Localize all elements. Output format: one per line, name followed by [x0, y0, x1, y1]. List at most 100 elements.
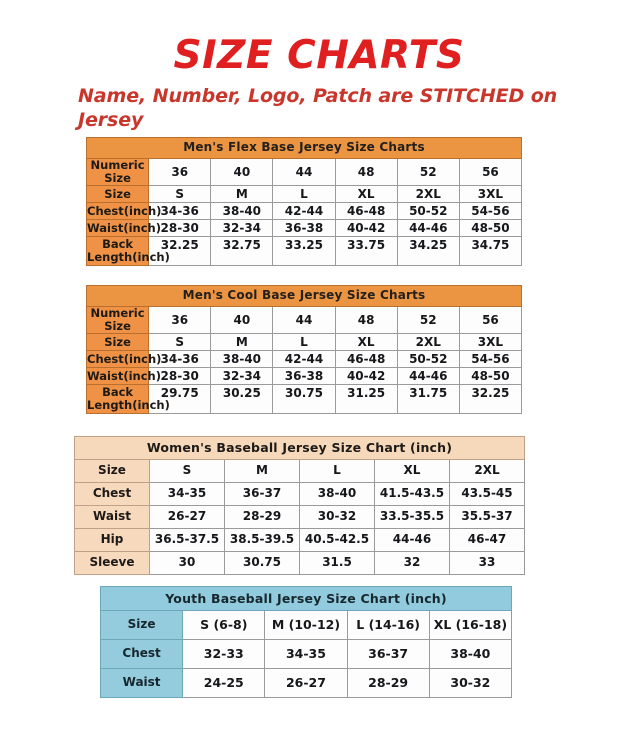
- page-subtitle: Name, Number, Logo, Patch are STITCHED o…: [78, 85, 558, 132]
- cell: L: [299, 459, 375, 483]
- table-row: Chest 32-33 34-35 36-37 38-40: [99, 639, 513, 669]
- cell: 38-40: [210, 350, 274, 369]
- table-title: Men's Cool Base Jersey Size Charts: [86, 285, 522, 307]
- cell: 34.75: [458, 236, 523, 267]
- cell: 3XL: [458, 333, 523, 352]
- cell: 26-27: [149, 505, 225, 529]
- cell: S: [148, 333, 212, 352]
- row-label-waist: Waist: [99, 668, 184, 698]
- cell: 33: [449, 551, 525, 575]
- cell: 30-32: [428, 668, 513, 698]
- cell: 33.75: [334, 236, 398, 267]
- cell: 34-36: [148, 350, 212, 369]
- cell: 2XL: [449, 459, 525, 483]
- cell: 33.5-35.5: [374, 505, 450, 529]
- table-caption-row: Men's Cool Base Jersey Size Charts: [86, 285, 522, 307]
- cell: 50-52: [396, 350, 460, 369]
- row-label-size: Size: [74, 459, 150, 483]
- cell: S: [149, 459, 225, 483]
- cell: 40: [210, 157, 274, 187]
- cell: 44: [272, 305, 336, 335]
- cell: 38.5-39.5: [224, 528, 300, 552]
- cell: 41.5-43.5: [374, 482, 450, 506]
- cell: 36: [148, 305, 212, 335]
- cell: 34-35: [149, 482, 225, 506]
- table-row: Sleeve 30 30.75 31.5 32 33: [74, 551, 525, 575]
- cell: 52: [396, 157, 460, 187]
- cell: 26-27: [264, 668, 348, 698]
- table-mens-flex-base: Men's Flex Base Jersey Size Charts Numer…: [85, 137, 523, 267]
- cell: L (14-16): [346, 610, 430, 640]
- cell: 36-37: [346, 639, 430, 669]
- row-label-chest: Chest(inch): [85, 202, 162, 221]
- cell: 34.25: [396, 236, 460, 267]
- cell: 38-40: [299, 482, 375, 506]
- cell: 30-32: [299, 505, 375, 529]
- row-label-size: Size: [85, 185, 150, 204]
- cell: 38-40: [428, 639, 513, 669]
- cell: 31.25: [334, 384, 398, 415]
- row-label-back-length: Back Length(inch): [85, 384, 170, 415]
- cell: 40.5-42.5: [299, 528, 375, 552]
- cell: 2XL: [396, 185, 460, 204]
- cell: XL: [334, 185, 398, 204]
- cell: M (10-12): [264, 610, 348, 640]
- cell: 50-52: [396, 202, 460, 221]
- cell: 43.5-45: [449, 482, 525, 506]
- cell: 32.25: [148, 236, 212, 267]
- table-row: Waist 24-25 26-27 28-29 30-32: [99, 668, 513, 698]
- table-row: Size S M L XL 2XL: [74, 459, 525, 483]
- table-row: Waist(inch) 28-30 32-34 36-38 40-42 44-4…: [85, 367, 523, 386]
- cell: 40-42: [334, 367, 398, 386]
- cell: S (6-8): [182, 610, 266, 640]
- cell: 33.25: [272, 236, 336, 267]
- cell: 30.75: [224, 551, 300, 575]
- cell: 28-29: [346, 668, 430, 698]
- cell: 42-44: [272, 202, 336, 221]
- table-row: Size S (6-8) M (10-12) L (14-16) XL (16-…: [99, 610, 513, 640]
- row-label-sleeve: Sleeve: [74, 551, 150, 575]
- cell: 40: [210, 305, 274, 335]
- cell: XL: [334, 333, 398, 352]
- page-title: SIZE CHARTS: [173, 33, 465, 78]
- table-row: Size S M L XL 2XL 3XL: [85, 333, 523, 352]
- cell: 48-50: [458, 367, 523, 386]
- cell: 54-56: [458, 202, 523, 221]
- cell: 34-35: [264, 639, 348, 669]
- row-label-numeric-size: Numeric Size: [85, 157, 150, 187]
- table-row: Back Length(inch) 29.75 30.25 30.75 31.2…: [85, 384, 523, 415]
- cell: 46-47: [449, 528, 525, 552]
- cell: 36: [148, 157, 212, 187]
- cell: S: [148, 185, 212, 204]
- cell: 44-46: [396, 219, 460, 238]
- cell: 36-37: [224, 482, 300, 506]
- cell: 36-38: [272, 219, 336, 238]
- cell: 48-50: [458, 219, 523, 238]
- table-row: Waist(inch) 28-30 32-34 36-38 40-42 44-4…: [85, 219, 523, 238]
- cell: 44-46: [396, 367, 460, 386]
- row-label-waist: Waist: [74, 505, 150, 529]
- row-label-size: Size: [85, 333, 150, 352]
- table-mens-cool-base: Men's Cool Base Jersey Size Charts Numer…: [85, 285, 523, 415]
- row-label-chest: Chest: [99, 639, 184, 669]
- cell: 48: [334, 305, 398, 335]
- table-row: Numeric Size 36 40 44 48 52 56: [85, 305, 523, 335]
- cell: 46-48: [334, 350, 398, 369]
- row-label-size: Size: [99, 610, 184, 640]
- cell: 48: [334, 157, 398, 187]
- table-caption-row: Women's Baseball Jersey Size Chart (inch…: [74, 436, 525, 460]
- cell: 56: [458, 157, 523, 187]
- cell: 2XL: [396, 333, 460, 352]
- row-label-chest: Chest: [74, 482, 150, 506]
- cell: 32-33: [182, 639, 266, 669]
- cell: 31.75: [396, 384, 460, 415]
- cell: 28-29: [224, 505, 300, 529]
- cell: 36.5-37.5: [149, 528, 225, 552]
- table-row: Hip 36.5-37.5 38.5-39.5 40.5-42.5 44-46 …: [74, 528, 525, 552]
- cell: 32: [374, 551, 450, 575]
- row-label-hip: Hip: [74, 528, 150, 552]
- table-title: Women's Baseball Jersey Size Chart (inch…: [74, 436, 525, 460]
- cell: 40-42: [334, 219, 398, 238]
- table-row: Waist 26-27 28-29 30-32 33.5-35.5 35.5-3…: [74, 505, 525, 529]
- cell: M: [210, 185, 274, 204]
